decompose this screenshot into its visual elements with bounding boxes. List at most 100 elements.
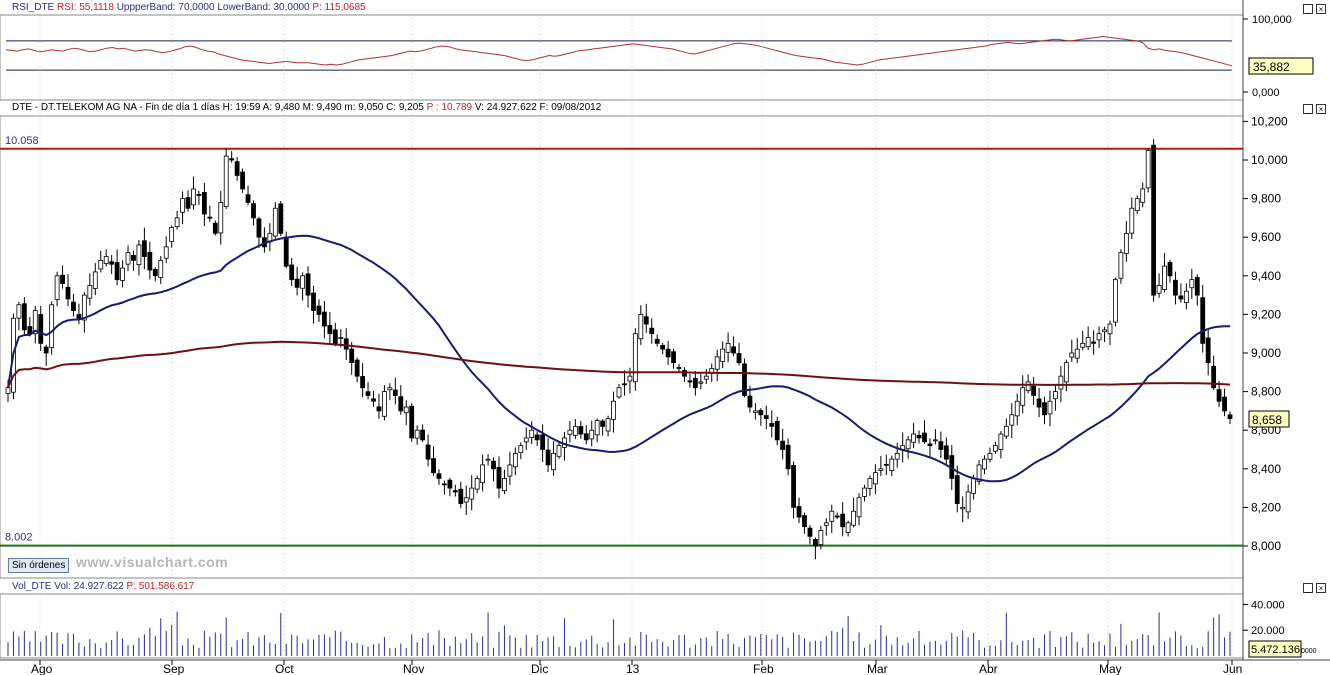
candle-body (131, 254, 136, 261)
candle-body (387, 387, 393, 391)
x-tick-label: Abr (979, 662, 998, 675)
resistance-label: 10.058 (5, 135, 39, 147)
candle-body (1178, 295, 1184, 300)
x-tick-label: Feb (753, 662, 774, 675)
minimize-price-button[interactable]: _ (1303, 104, 1313, 114)
moving-average-short (7, 234, 1231, 483)
candle-body (954, 475, 960, 504)
candle-body (512, 452, 518, 468)
minimize-vol-button[interactable]: _ (1303, 583, 1313, 593)
price-ohlc-label: DTE - DT.TELEKOM AG NA - Fin de día 1 dí… (12, 102, 424, 113)
candle-body (1227, 414, 1233, 420)
rsi-panel (0, 14, 1244, 101)
candle-body (1069, 352, 1075, 358)
candle-body (371, 398, 376, 402)
close-vol-button[interactable]: × (1316, 583, 1326, 593)
candle-body (54, 275, 60, 300)
candle-body (1205, 337, 1211, 364)
candle-body (16, 304, 22, 319)
candle-body (414, 429, 420, 439)
candle-body (551, 452, 556, 471)
candle-body (32, 310, 38, 335)
candle-body (823, 522, 829, 526)
candle-body (251, 203, 256, 219)
candle-body (807, 527, 813, 537)
candle-body (1020, 387, 1026, 406)
candle-body (933, 439, 938, 442)
candle-body (894, 452, 900, 460)
candle-body (523, 437, 529, 443)
candle-body (583, 433, 589, 441)
support-label: 8.002 (5, 532, 33, 544)
minimize-rsi-button[interactable]: _ (1303, 4, 1313, 14)
candle-body (1222, 396, 1227, 412)
rsi-tick-label: 0,000 (1252, 87, 1280, 99)
candle-body (1058, 375, 1064, 390)
candle-body (589, 429, 595, 440)
sin-ordenes-button[interactable]: Sin órdenes (8, 558, 70, 573)
candle-body (447, 479, 453, 489)
candle-body (180, 198, 185, 213)
vol-p-label: P: 501.586.617 (126, 581, 195, 592)
candle-body (1173, 279, 1178, 296)
vol-scale-small: 0000 (1301, 648, 1317, 655)
candle-body (169, 227, 175, 242)
candle-body (660, 344, 666, 350)
candle-body (873, 472, 878, 485)
candle-body (463, 497, 469, 503)
candle-body (703, 375, 709, 380)
candle-body (392, 389, 398, 396)
x-tick-label: May (1099, 662, 1122, 675)
candle-body (425, 444, 431, 460)
x-tick-label: Ago (31, 662, 53, 675)
candle-body (125, 252, 131, 265)
candle-body (851, 510, 856, 526)
candle-body (245, 194, 251, 203)
candle-body (305, 273, 311, 296)
candle-body (736, 353, 742, 364)
candle-body (349, 348, 355, 364)
candle-body (518, 445, 524, 453)
candle-body (752, 410, 758, 413)
rsi-p-label: P: 115,0685 (312, 2, 366, 13)
candle-body (65, 286, 71, 300)
candle-body (818, 530, 824, 545)
candle-body (1129, 207, 1135, 234)
candle-body (272, 207, 278, 237)
candle-body (742, 363, 747, 396)
candle-body (469, 487, 475, 500)
candle-body (616, 387, 622, 398)
candle-body (1162, 265, 1167, 290)
candle-body (1009, 414, 1015, 426)
price-tick-label: 10,200 (1251, 114, 1288, 128)
rsi-upper-label: UppperBand: 70,0000 (116, 2, 215, 13)
rsi-value-box (1248, 57, 1314, 75)
close-price-button[interactable]: × (1316, 104, 1326, 114)
candle-body (49, 304, 55, 348)
candle-body (474, 478, 480, 490)
candle-body (867, 478, 873, 489)
candle-body (322, 311, 327, 327)
candle-body (409, 405, 415, 439)
candle-body (1102, 329, 1107, 333)
candle-body (938, 441, 944, 450)
price-tick-label: 9,600 (1251, 230, 1281, 244)
candle-body (638, 313, 644, 340)
price-tick-label: 8,800 (1251, 385, 1281, 399)
candle-body (1091, 341, 1097, 344)
candle-body (191, 188, 196, 206)
candle-body (1216, 389, 1222, 402)
rsi-value-label: RSI: 55,1118 (57, 2, 114, 13)
candle-body (987, 452, 993, 460)
candle-body (223, 155, 229, 207)
close-rsi-button[interactable]: × (1316, 4, 1326, 14)
candle-body (480, 464, 486, 484)
candle-body (218, 202, 224, 234)
candle-body (343, 338, 349, 350)
candle-body (458, 488, 464, 504)
candle-body (147, 251, 153, 271)
candle-body (911, 433, 916, 443)
candle-body (731, 346, 736, 354)
price-header: DTE - DT.TELEKOM AG NA - Fin de día 1 dí… (0, 100, 1330, 116)
